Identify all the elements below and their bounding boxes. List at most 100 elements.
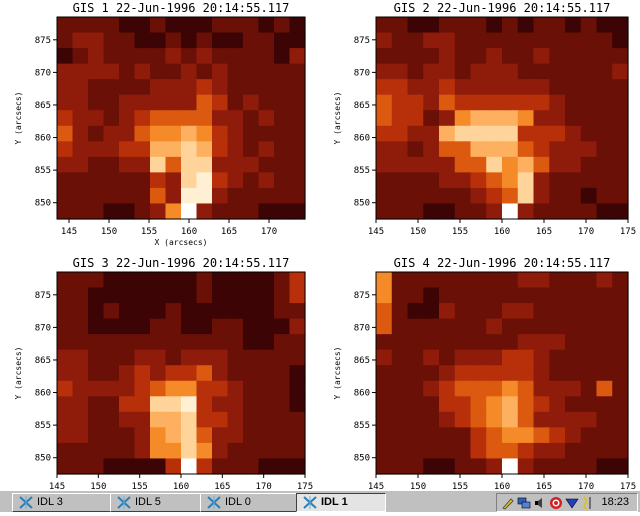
intensity-cell bbox=[486, 79, 503, 96]
intensity-cell bbox=[150, 17, 167, 34]
intensity-cell bbox=[227, 203, 244, 220]
intensity-cell bbox=[439, 442, 456, 460]
intensity-cell bbox=[165, 141, 182, 158]
intensity-cell bbox=[391, 94, 409, 111]
intensity-cell bbox=[407, 48, 424, 65]
intensity-cell bbox=[549, 63, 566, 80]
intensity-cell bbox=[196, 349, 213, 366]
taskbar-button-idl-0[interactable]: IDL 0 bbox=[200, 493, 298, 512]
network-icon[interactable] bbox=[517, 495, 531, 509]
intensity-cell bbox=[196, 79, 213, 96]
arrow-down-icon[interactable] bbox=[565, 495, 579, 509]
intensity-cell bbox=[549, 156, 566, 173]
taskbar-button-idl-5[interactable]: IDL 5 bbox=[110, 493, 202, 512]
intensity-cell bbox=[227, 380, 244, 397]
intensity-cell bbox=[391, 141, 409, 158]
intensity-cell bbox=[212, 272, 229, 289]
intensity-cell bbox=[227, 458, 244, 475]
intensity-cell bbox=[212, 156, 229, 173]
shield-icon[interactable] bbox=[549, 495, 563, 509]
intensity-cell bbox=[486, 203, 503, 220]
intensity-cell bbox=[134, 272, 151, 289]
intensity-cell bbox=[274, 458, 291, 475]
intensity-cell bbox=[119, 380, 136, 397]
intensity-cell bbox=[103, 110, 120, 127]
intensity-cell bbox=[165, 303, 182, 320]
intensity-cell bbox=[533, 79, 550, 96]
intensity-cell bbox=[57, 380, 74, 397]
intensity-cell bbox=[119, 79, 136, 96]
intensity-cell bbox=[502, 156, 519, 173]
intensity-cell bbox=[549, 287, 566, 304]
intensity-cell bbox=[407, 303, 424, 320]
gis-plots-canvas: GIS 1 22-Jun-1996 20:14:55.117 145 150 155 1… bbox=[14, 1, 636, 490]
intensity-cell bbox=[119, 187, 136, 205]
intensity-cell bbox=[470, 287, 487, 304]
intensity-cell bbox=[181, 365, 198, 382]
intensity-cell bbox=[88, 396, 105, 413]
x-tick-label: 145 bbox=[49, 482, 65, 490]
intensity-cell bbox=[439, 48, 456, 65]
intensity-cell bbox=[517, 458, 535, 475]
intensity-cell bbox=[72, 48, 89, 65]
intensity-cell bbox=[565, 365, 582, 382]
taskbar-button-idl-3[interactable]: IDL 3 bbox=[12, 493, 112, 512]
intensity-cell bbox=[57, 63, 74, 80]
intensity-cell bbox=[565, 141, 582, 158]
intensity-cell bbox=[196, 272, 213, 289]
intensity-cell bbox=[289, 365, 306, 382]
y-tick-label: 865 bbox=[354, 356, 370, 366]
intensity-cell bbox=[423, 287, 440, 304]
intensity-cell bbox=[150, 334, 167, 351]
intensity-cell bbox=[423, 427, 440, 444]
intensity-cell bbox=[407, 32, 424, 49]
intensity-cell bbox=[88, 110, 105, 127]
intensity-cell bbox=[134, 187, 151, 205]
intensity-cell bbox=[289, 287, 306, 304]
intensity-cell bbox=[407, 427, 424, 444]
y-tick-label: 860 bbox=[35, 389, 51, 399]
taskbar-button-idl-1[interactable]: IDL 1 bbox=[296, 493, 386, 512]
intensity-cell bbox=[612, 203, 629, 220]
intensity-cell bbox=[150, 458, 167, 475]
intensity-cell bbox=[88, 380, 105, 397]
intensity-cell bbox=[517, 396, 535, 413]
intensity-cell bbox=[549, 349, 566, 366]
intensity-cell bbox=[533, 17, 550, 34]
speaker-icon[interactable] bbox=[533, 495, 547, 509]
x-tick-label: 160 bbox=[181, 227, 197, 237]
y-tick-label: 855 bbox=[35, 421, 51, 431]
pencil-icon[interactable] bbox=[501, 495, 515, 510]
intensity-cell bbox=[150, 203, 167, 220]
intensity-cell bbox=[103, 458, 120, 475]
intensity-cell bbox=[289, 79, 306, 96]
intensity-cell bbox=[549, 272, 566, 289]
y-tick-label: 870 bbox=[35, 323, 51, 333]
intensity-cell bbox=[549, 303, 566, 320]
intensity-cell bbox=[407, 365, 424, 382]
intensity-cell bbox=[486, 334, 503, 351]
intensity-cell bbox=[212, 318, 229, 335]
intensity-cell bbox=[88, 63, 105, 80]
intensity-cell bbox=[72, 411, 89, 428]
intensity-cell bbox=[72, 156, 89, 173]
intensity-cell bbox=[72, 272, 89, 289]
intensity-cell bbox=[565, 48, 582, 65]
intensity-cell bbox=[119, 365, 136, 382]
intensity-cell bbox=[407, 110, 424, 127]
intensity-cell bbox=[502, 442, 519, 460]
x-tick-label: 170 bbox=[578, 482, 594, 490]
intensity-cell bbox=[391, 380, 409, 397]
intensity-cell bbox=[423, 442, 440, 460]
intensity-cell bbox=[454, 318, 472, 335]
intensity-cell bbox=[134, 32, 151, 49]
intensity-cell bbox=[289, 32, 306, 49]
intensity-cell bbox=[88, 303, 105, 320]
intensity-cell bbox=[580, 17, 598, 34]
intensity-cell bbox=[502, 203, 519, 220]
intensity-cell bbox=[502, 334, 519, 351]
wave-icon[interactable] bbox=[581, 495, 595, 510]
intensity-cell bbox=[150, 287, 167, 304]
taskbar-button-label: IDL 5 bbox=[135, 496, 161, 508]
idl-icon bbox=[302, 495, 318, 510]
